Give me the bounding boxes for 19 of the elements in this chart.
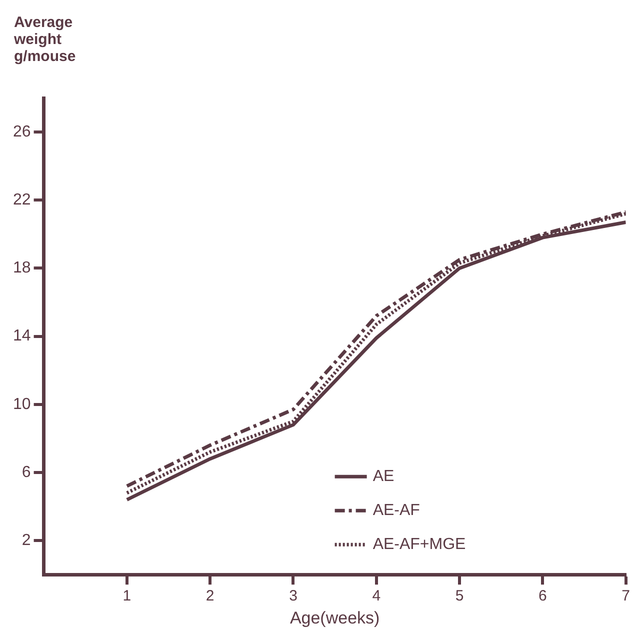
x-tick-label: 7 — [622, 588, 630, 605]
y-tick-label: 2 — [22, 532, 31, 549]
x-tick-label: 6 — [538, 588, 547, 605]
y-tick-label: 10 — [13, 396, 31, 413]
legend-label: AE-AF — [372, 502, 420, 520]
x-tick-label: 2 — [206, 588, 214, 605]
x-tick-label: 3 — [289, 588, 298, 605]
y-tick-label: 18 — [13, 260, 31, 277]
y-tick-label: 26 — [13, 123, 31, 140]
x-tick-label: 5 — [455, 588, 464, 605]
y-tick-label: 14 — [13, 328, 31, 345]
x-axis-title: Age(weeks) — [290, 608, 380, 628]
x-tick-label: 1 — [122, 588, 132, 605]
y-axis-title: Average weight g/mouse — [14, 14, 77, 65]
y-tick-label: 6 — [22, 464, 31, 481]
x-tick-label: 4 — [372, 588, 381, 605]
y-tick-label: 22 — [13, 192, 31, 209]
legend-label: AE — [372, 468, 394, 486]
legend-label: AE-AF+MGE — [372, 536, 466, 554]
